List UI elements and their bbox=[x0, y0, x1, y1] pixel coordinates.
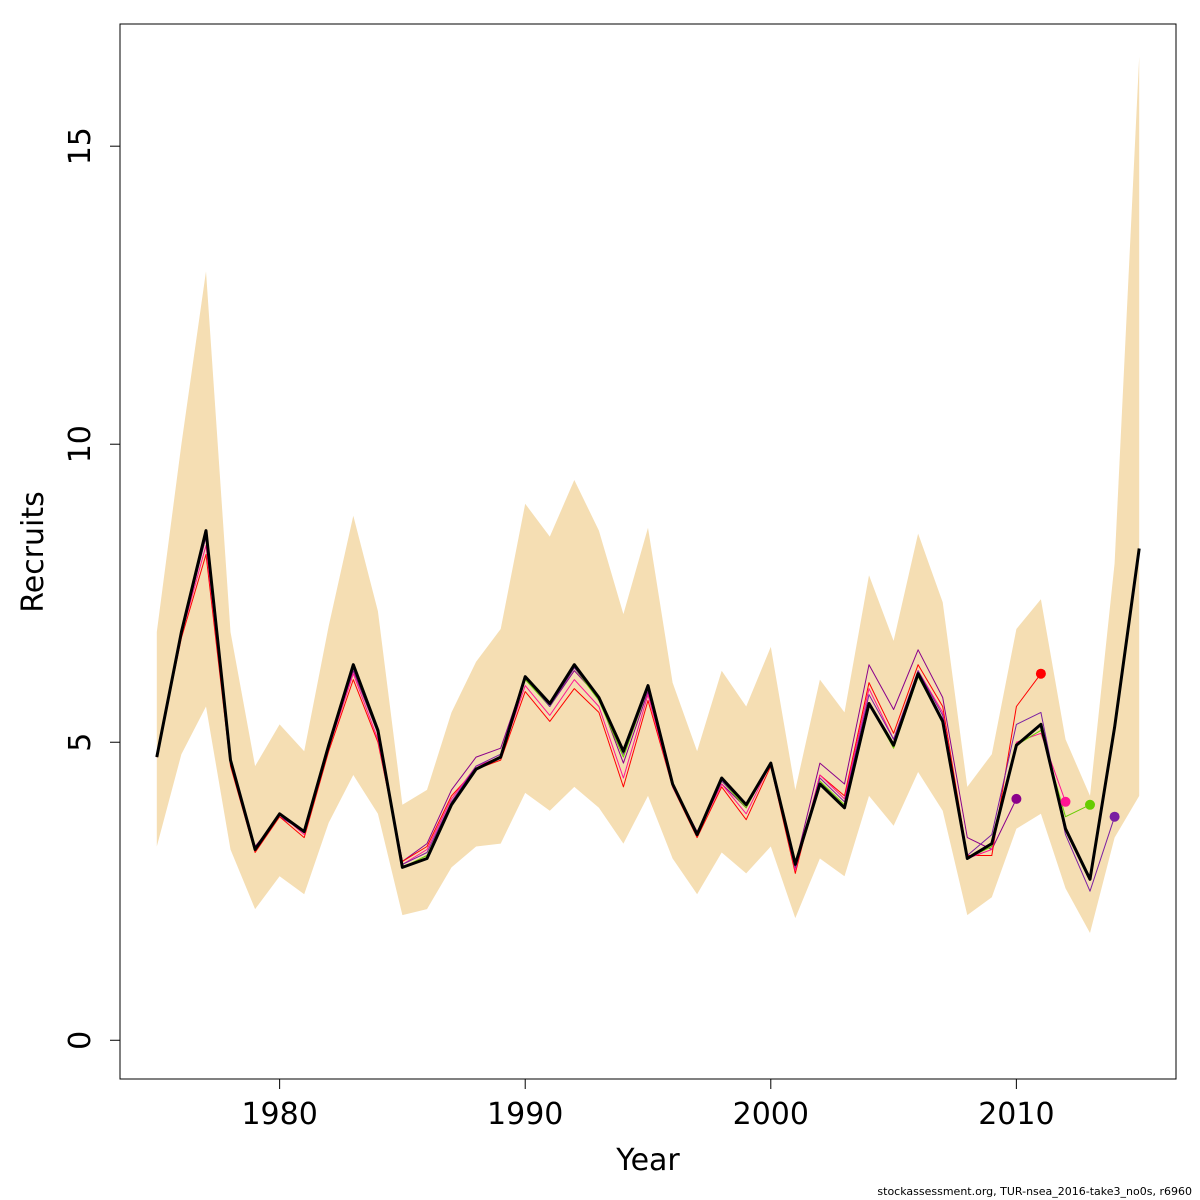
endpoint-marker-1 bbox=[1035, 668, 1046, 679]
series-layer bbox=[155, 529, 1141, 892]
endpoint-marker-3 bbox=[1085, 799, 1095, 810]
y-axis-label: Recruits bbox=[16, 491, 51, 613]
endpoint-layer bbox=[1011, 668, 1120, 822]
confidence-band bbox=[156, 56, 1140, 934]
x-tick-label-1980: 1980 bbox=[241, 1097, 317, 1132]
x-tick-label-2010: 2010 bbox=[978, 1097, 1054, 1132]
x-tick-label-2000: 2000 bbox=[733, 1097, 809, 1132]
endpoint-marker-0 bbox=[1011, 793, 1022, 804]
plot-frame bbox=[119, 23, 1177, 1080]
y-tick-label-15: 15 bbox=[63, 127, 98, 165]
y-tick-label-10: 10 bbox=[63, 425, 98, 463]
x-axis-label: Year bbox=[615, 1143, 680, 1178]
endpoint-marker-4 bbox=[1109, 811, 1120, 822]
confidence-band-layer bbox=[156, 56, 1140, 934]
y-tick-label-5: 5 bbox=[63, 733, 98, 752]
x-tick-label-1990: 1990 bbox=[487, 1097, 563, 1132]
source-footer: stockassessment.org, TUR-nsea_2016-take3… bbox=[877, 1185, 1192, 1198]
axes-layer: 1980 1990 2000 2010 0 5 10 15 bbox=[63, 127, 1055, 1132]
endpoint-marker-2 bbox=[1060, 796, 1071, 807]
series-line-0 bbox=[155, 529, 1141, 881]
y-tick-label-0: 0 bbox=[63, 1031, 98, 1050]
series-line-2 bbox=[156, 554, 1042, 874]
